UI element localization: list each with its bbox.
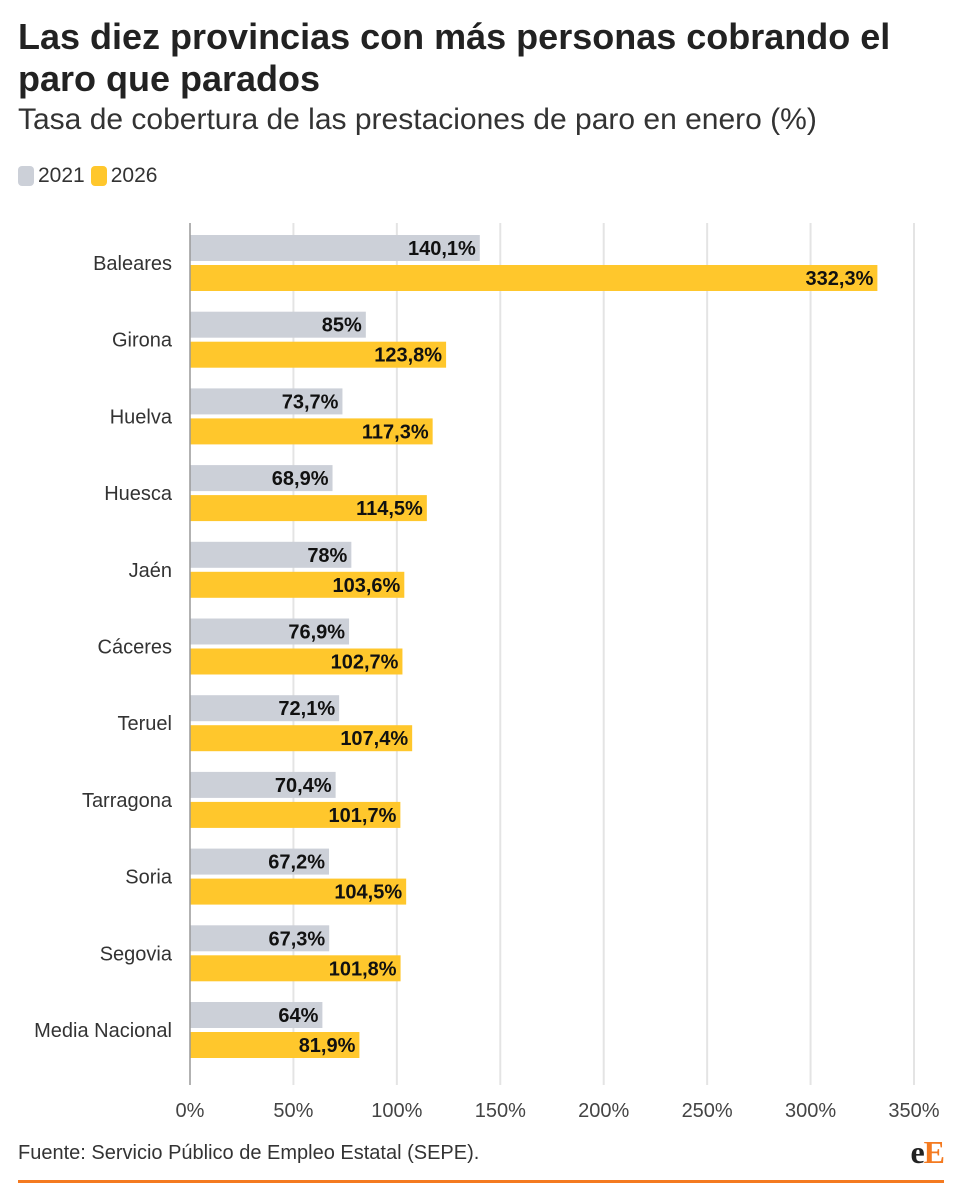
data-label-2026: 123,8% xyxy=(374,345,442,367)
bar-2026 xyxy=(190,801,401,828)
bar-2026 xyxy=(190,878,407,905)
data-label-2026: 117,3% xyxy=(362,421,429,443)
category-label: Baleares xyxy=(93,253,172,275)
chart-title: Las diez provincias con más personas cob… xyxy=(18,16,891,99)
category-label: Jaén xyxy=(129,560,172,582)
category-label: Huesca xyxy=(104,483,173,505)
legend-swatch-2026 xyxy=(90,166,107,186)
data-label-2021: 78% xyxy=(307,545,347,567)
legend-swatch-2021 xyxy=(18,166,34,186)
data-label-2021: 72,1% xyxy=(278,698,335,720)
bar-2021 xyxy=(190,388,343,415)
x-tick-label: 200% xyxy=(578,1100,629,1122)
data-label-2021: 76,9% xyxy=(288,622,345,644)
legend-label-2021: 2021 xyxy=(38,164,85,187)
bar-2026 xyxy=(190,341,447,368)
bar-2021 xyxy=(190,618,350,645)
data-label-2026: 114,5% xyxy=(356,498,423,520)
data-label-2021: 67,2% xyxy=(268,852,325,874)
data-label-2021: 85% xyxy=(322,315,362,337)
category-label: Soria xyxy=(125,867,173,889)
data-label-2021: 67,3% xyxy=(268,928,325,950)
bar-2021 xyxy=(190,1002,323,1028)
x-tick-label: 350% xyxy=(888,1100,939,1122)
bar-2026 xyxy=(190,725,413,752)
bar-2026 xyxy=(190,418,433,445)
bar-2021 xyxy=(190,235,480,261)
bar-2026 xyxy=(190,648,403,675)
data-label-2021: 73,7% xyxy=(282,391,339,413)
category-label: Huelva xyxy=(110,406,173,428)
x-tick-label: 150% xyxy=(475,1100,526,1122)
legend: 2021 2026 xyxy=(18,163,163,189)
category-label: Teruel xyxy=(118,713,172,735)
bar-2026 xyxy=(190,571,405,598)
chart-subtitle: Tasa de cobertura de las prestaciones de… xyxy=(18,103,817,136)
data-label-2026: 101,7% xyxy=(329,805,397,827)
x-tick-label: 300% xyxy=(785,1100,836,1122)
data-label-2021: 64% xyxy=(278,1005,318,1027)
bar-2026 xyxy=(190,495,427,522)
data-label-2026: 104,5% xyxy=(334,882,402,904)
bar-2021 xyxy=(190,925,330,952)
bar-2021 xyxy=(190,541,352,568)
bar-2021 xyxy=(190,848,330,875)
category-label: Girona xyxy=(112,330,173,352)
legend-item-2021: 2021 xyxy=(18,164,85,188)
data-label-2026: 332,3% xyxy=(806,268,874,290)
data-label-2026: 102,7% xyxy=(331,652,399,674)
category-label: Tarragona xyxy=(82,790,173,812)
bar-2026 xyxy=(190,955,401,982)
x-tick-label: 50% xyxy=(273,1100,313,1122)
x-tick-label: 100% xyxy=(371,1100,422,1122)
brand-logo: eE xyxy=(910,1134,945,1170)
bar-2021 xyxy=(190,771,336,798)
category-label: Media Nacional xyxy=(34,1020,172,1042)
legend-label-2026: 2026 xyxy=(110,164,158,187)
bar-chart: Baleares 140,1% 332,3% Girona 85% 123,8% Huelv… xyxy=(34,223,940,1122)
legend-item-2026: 2026 xyxy=(90,164,158,188)
bar-2026 xyxy=(190,1032,360,1058)
data-label-2026: 81,9% xyxy=(299,1035,356,1057)
bar-2026 xyxy=(190,265,878,291)
data-label-2026: 103,6% xyxy=(332,575,400,597)
footer-rule xyxy=(18,1180,944,1183)
category-label: Cáceres xyxy=(98,637,172,659)
data-label-2021: 68,9% xyxy=(272,468,329,490)
source-note: Fuente: Servicio Público de Empleo Estat… xyxy=(18,1142,480,1164)
x-tick-label: 250% xyxy=(682,1100,733,1122)
data-label-2026: 107,4% xyxy=(340,728,408,750)
data-label-2026: 101,8% xyxy=(329,958,397,980)
bar-2021 xyxy=(190,311,366,338)
data-label-2021: 70,4% xyxy=(275,775,332,797)
category-label: Segovia xyxy=(100,943,173,965)
data-label-2021: 140,1% xyxy=(408,238,476,260)
bar-2021 xyxy=(190,695,340,722)
bar-2021 xyxy=(190,465,333,492)
x-tick-label: 0% xyxy=(176,1100,205,1122)
